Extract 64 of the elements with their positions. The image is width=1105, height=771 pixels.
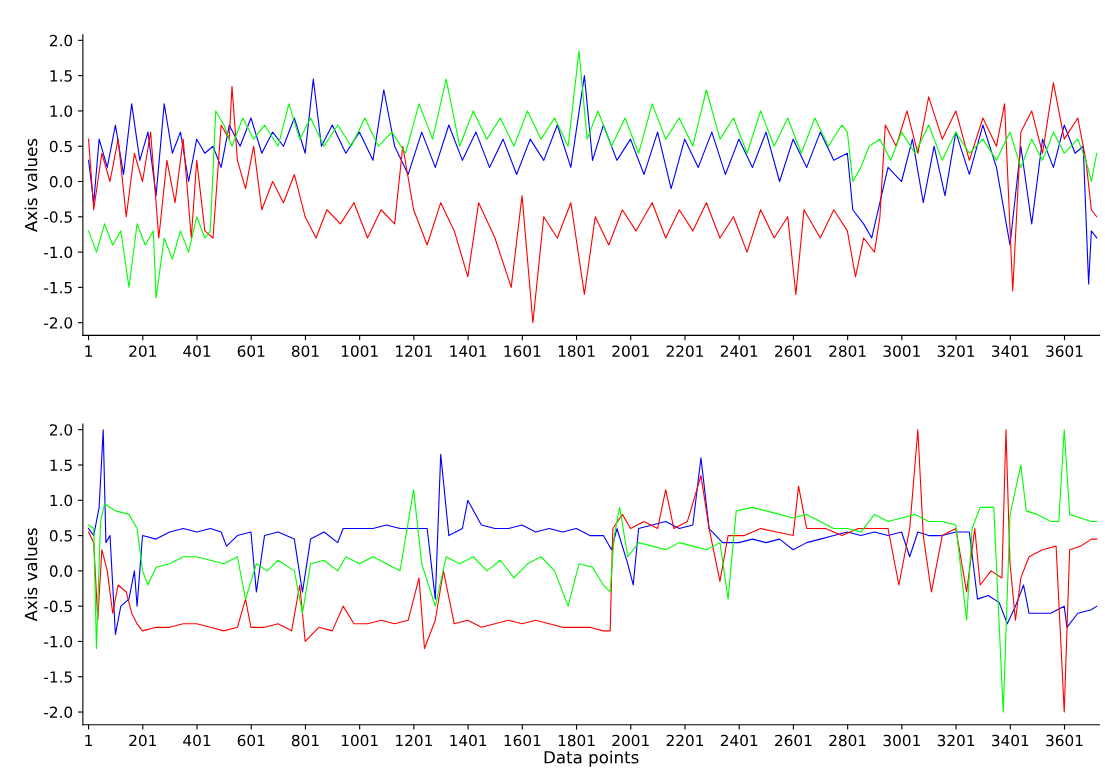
x-tick-label: 401 (183, 345, 211, 357)
y-tick-label: -1.0 (44, 246, 73, 259)
x-tick-label: 3601 (1046, 734, 1083, 747)
x-tick-label: 2601 (775, 734, 812, 747)
y-tick-label: 1.0 (50, 494, 73, 507)
y-tick-label: -1.5 (44, 282, 72, 294)
line-series (88, 75, 1098, 285)
x-tick-label: 2201 (666, 734, 703, 747)
x-tick-label: 2401 (720, 345, 758, 357)
y-tick-label: -1.0 (44, 635, 73, 648)
x-tick-label: 3201 (937, 734, 975, 747)
x-tick-label: 801 (291, 734, 319, 747)
x-tick-label: 201 (129, 345, 156, 357)
line-series (88, 429, 1098, 713)
x-tick-label: 401 (183, 734, 211, 747)
y-tick-label: -0.5 (44, 600, 72, 613)
y-axis-title: Axis values (24, 528, 38, 622)
x-tick-label: 1401 (450, 345, 487, 357)
line-series (88, 429, 1098, 635)
x-tick-label: 2001 (612, 734, 649, 747)
y-axis-title: Axis values (24, 138, 38, 232)
x-tick-label: 1001 (341, 345, 378, 357)
x-tick-label: 1601 (504, 734, 541, 747)
y-tick-label: 0.5 (49, 530, 72, 542)
x-tick-label: 1801 (558, 734, 595, 747)
x-tick-label: 2601 (775, 345, 812, 357)
y-tick-label: -0.5 (44, 211, 72, 223)
x-tick-label: 201 (129, 734, 156, 747)
y-tick-label: 0.0 (49, 565, 73, 577)
x-axis-title: Data points (544, 750, 639, 767)
x-tick-label: 2401 (720, 734, 758, 747)
x-tick-label: 801 (291, 345, 319, 357)
x-tick-label: 2201 (666, 345, 703, 357)
line-series (88, 82, 1098, 324)
x-tick-label: 601 (237, 734, 265, 747)
x-tick-label: 3401 (992, 345, 1029, 357)
x-tick-label: 601 (237, 345, 265, 357)
x-tick-label: 3001 (883, 345, 920, 357)
y-tick-label: -2.0 (44, 706, 73, 719)
x-tick-label: 2801 (829, 345, 866, 357)
x-tick-label: 3201 (937, 345, 975, 357)
y-tick-label: 2.0 (49, 424, 73, 436)
y-tick-label: -1.5 (44, 671, 72, 683)
y-tick-label: 2.0 (49, 34, 73, 47)
y-tick-label: -2.0 (44, 317, 73, 329)
x-tick-label: 1 (85, 734, 93, 747)
x-tick-label: 1401 (450, 734, 487, 747)
y-tick-label: 0.5 (49, 140, 72, 153)
x-tick-label: 2801 (829, 734, 866, 747)
y-tick-label: 1.5 (50, 459, 72, 472)
x-tick-label: 3001 (883, 734, 920, 747)
x-tick-label: 1601 (504, 345, 541, 357)
line-series (88, 50, 1098, 299)
x-tick-label: 1001 (341, 734, 378, 747)
y-tick-label: 0.0 (49, 175, 73, 188)
x-tick-label: 1801 (558, 345, 595, 357)
x-tick-label: 3401 (992, 734, 1029, 747)
x-tick-label: 3601 (1046, 345, 1083, 357)
y-tick-label: 1.0 (50, 105, 73, 117)
x-tick-label: 1201 (396, 734, 432, 747)
x-tick-label: 1201 (396, 345, 432, 357)
x-tick-label: 1 (85, 345, 93, 357)
y-tick-label: 1.5 (50, 70, 72, 82)
x-tick-label: 2001 (612, 345, 649, 357)
